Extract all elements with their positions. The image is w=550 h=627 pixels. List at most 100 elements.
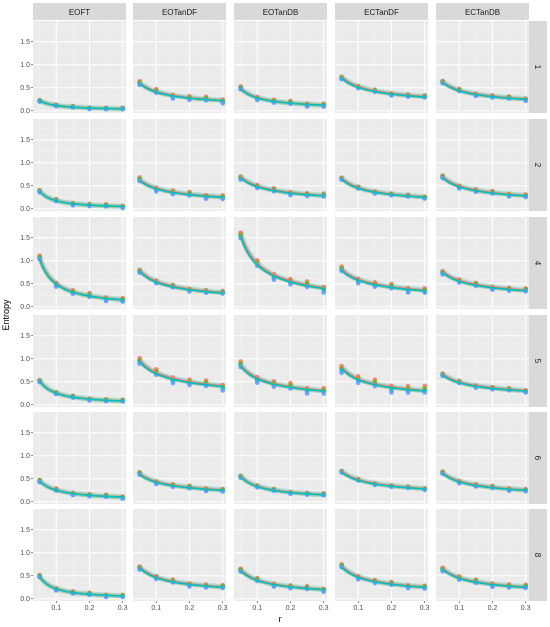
x-tick-label: 0.3	[218, 605, 228, 612]
data-point	[355, 380, 361, 386]
data-point	[220, 388, 225, 393]
y-tick-label: 1.5	[20, 235, 30, 242]
fit-line	[139, 567, 223, 589]
fit-line	[240, 569, 324, 591]
fit-line	[240, 365, 324, 392]
x-axis-title: r	[279, 614, 282, 624]
data-point	[405, 290, 411, 295]
panel-background	[335, 315, 428, 407]
fit-line	[139, 358, 223, 387]
y-tick-label: 0.5	[20, 379, 30, 386]
panel-background	[335, 217, 428, 309]
x-tick-label: 0.1	[454, 605, 464, 612]
x-tick-label: 0.2	[387, 605, 397, 612]
row-strip-label: 6	[533, 456, 542, 461]
fit-line	[240, 88, 324, 107]
data-point	[304, 104, 310, 109]
fit-line	[240, 177, 324, 197]
column-strip	[436, 3, 529, 20]
y-tick-label: 0.0	[20, 499, 30, 506]
column-strip-label: ECTanDB	[465, 8, 500, 17]
y-tick-label: 0.5	[20, 476, 30, 483]
fit-line	[139, 179, 223, 199]
fit-line	[38, 258, 123, 301]
data-point	[170, 96, 176, 101]
data-point	[220, 101, 225, 106]
data-point	[422, 290, 427, 296]
fit-line	[240, 476, 324, 496]
y-tick-label: 1.5	[20, 527, 30, 534]
y-tick-label: 1.0	[20, 160, 30, 167]
column-strip	[133, 3, 226, 20]
x-tick-label: 0.3	[319, 605, 329, 612]
y-tick-label: 1.0	[20, 62, 30, 69]
data-point	[405, 390, 411, 396]
fit-line	[39, 190, 123, 208]
fit-line	[442, 568, 526, 589]
fit-line	[139, 360, 223, 388]
panel-background	[33, 21, 126, 113]
data-point	[355, 280, 361, 286]
panel-background	[335, 21, 428, 113]
row-strip	[529, 21, 547, 113]
y-tick-label: 1.0	[20, 453, 30, 460]
row-strip	[529, 217, 547, 309]
x-tick-label: 0.2	[286, 605, 296, 612]
y-tick-label: 0.0	[20, 304, 30, 311]
x-tick-label: 0.1	[353, 605, 363, 612]
y-tick-label: 0.5	[20, 85, 30, 92]
data-point	[187, 382, 192, 388]
fit-line	[341, 268, 425, 291]
data-point	[339, 370, 344, 376]
panel-background	[234, 21, 327, 113]
column-strip-label: EOTanDB	[263, 8, 299, 17]
x-tick-label: 0.1	[151, 605, 161, 612]
data-point	[321, 290, 326, 295]
fit-line	[442, 270, 526, 291]
column-strip-label: EOTanDF	[162, 8, 197, 17]
x-tick-label: 0.1	[51, 605, 61, 612]
fit-line	[442, 271, 526, 292]
panel-background	[33, 119, 126, 211]
data-point	[170, 380, 176, 386]
y-tick-label: 1.5	[20, 333, 30, 340]
y-tick-label: 1.5	[20, 39, 30, 46]
fit-line	[442, 177, 526, 197]
y-tick-label: 0.5	[20, 281, 30, 288]
row-strip-label: 4	[533, 261, 542, 266]
x-tick-label: 0.3	[118, 605, 128, 612]
data-point	[389, 390, 394, 395]
panel-background	[234, 412, 327, 504]
data-point	[490, 584, 495, 590]
y-tick-label: 1.0	[20, 550, 30, 557]
panel-background	[133, 217, 226, 309]
fit-line	[240, 232, 324, 289]
fit-line	[341, 269, 425, 292]
fit-line	[341, 77, 425, 98]
y-tick-label: 0.0	[20, 108, 30, 115]
fit-line	[341, 566, 425, 589]
fit-line	[341, 471, 425, 490]
data-point	[288, 282, 293, 287]
column-strip-label: ECTanDF	[364, 8, 399, 17]
fit-line	[139, 473, 223, 492]
fit-line	[39, 99, 123, 110]
data-point	[321, 391, 326, 396]
fit-line	[442, 472, 526, 492]
y-tick-label: 1.5	[20, 137, 30, 144]
facet-panels: EOFT EOTanDF EOTanDB ECTanDF ECTanDB 1 2 4 5 6 8 0.…	[20, 3, 547, 612]
row-strip	[529, 315, 547, 407]
y-tick-label: 1.5	[20, 430, 30, 437]
column-strip	[234, 3, 327, 20]
x-tick-label: 0.1	[252, 605, 262, 612]
y-tick-label: 0.0	[20, 402, 30, 409]
y-tick-label: 0.5	[20, 573, 30, 580]
fit-line	[139, 270, 223, 294]
x-tick-label: 0.2	[185, 605, 195, 612]
y-tick-label: 0.0	[20, 596, 30, 603]
fit-line	[39, 380, 123, 402]
row-strip-label: 8	[533, 553, 542, 558]
x-tick-label: 0.2	[85, 605, 95, 612]
fit-line	[239, 235, 324, 290]
